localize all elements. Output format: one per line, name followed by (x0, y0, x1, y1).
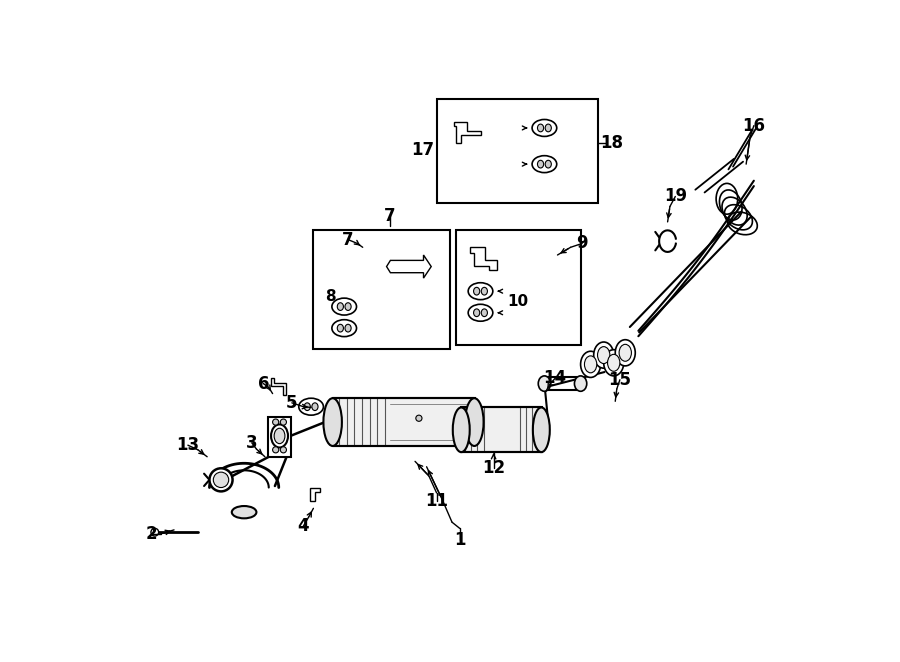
Circle shape (213, 472, 229, 487)
Ellipse shape (465, 399, 483, 446)
Ellipse shape (312, 403, 318, 410)
Text: 11: 11 (425, 493, 448, 510)
Polygon shape (454, 122, 481, 144)
Circle shape (416, 415, 422, 421)
Ellipse shape (594, 342, 614, 368)
Circle shape (210, 468, 232, 491)
Ellipse shape (619, 344, 632, 361)
Ellipse shape (274, 428, 285, 444)
Ellipse shape (345, 324, 351, 332)
Ellipse shape (532, 119, 557, 136)
Text: 2: 2 (145, 525, 157, 543)
Ellipse shape (323, 399, 342, 446)
Text: 19: 19 (663, 187, 687, 205)
Bar (436, 99, 598, 203)
Circle shape (280, 447, 286, 453)
Polygon shape (387, 255, 431, 278)
Text: 3: 3 (246, 434, 257, 452)
Ellipse shape (468, 305, 493, 321)
Ellipse shape (482, 287, 488, 295)
Text: 13: 13 (176, 436, 200, 454)
Ellipse shape (232, 506, 256, 518)
Polygon shape (310, 487, 320, 501)
Ellipse shape (271, 424, 288, 448)
Ellipse shape (584, 356, 597, 373)
Ellipse shape (580, 352, 600, 377)
Text: 9: 9 (576, 234, 588, 252)
Ellipse shape (332, 320, 356, 336)
Ellipse shape (332, 298, 356, 315)
Ellipse shape (299, 399, 323, 415)
Ellipse shape (345, 303, 351, 310)
Ellipse shape (338, 324, 344, 332)
Text: 12: 12 (482, 459, 505, 477)
Ellipse shape (453, 407, 470, 452)
Ellipse shape (545, 124, 552, 132)
Bar (461, 407, 542, 452)
Ellipse shape (532, 156, 557, 173)
Text: 17: 17 (411, 141, 435, 160)
Bar (456, 230, 580, 345)
Text: 6: 6 (257, 375, 269, 393)
Circle shape (273, 447, 279, 453)
Ellipse shape (538, 376, 551, 391)
Ellipse shape (604, 350, 624, 376)
Text: 18: 18 (600, 134, 624, 152)
Text: 8: 8 (325, 289, 336, 304)
Ellipse shape (537, 160, 544, 168)
Text: 14: 14 (544, 369, 567, 387)
Ellipse shape (598, 347, 610, 363)
Text: 7: 7 (383, 207, 395, 224)
Text: 10: 10 (508, 295, 529, 309)
Bar (268, 416, 291, 457)
Ellipse shape (545, 160, 552, 168)
Text: 7: 7 (342, 230, 354, 249)
Polygon shape (271, 378, 286, 395)
Circle shape (151, 528, 158, 536)
Ellipse shape (616, 340, 635, 366)
Ellipse shape (608, 354, 620, 371)
Ellipse shape (338, 303, 344, 310)
Circle shape (280, 419, 286, 425)
Ellipse shape (473, 309, 480, 316)
Ellipse shape (473, 287, 480, 295)
Ellipse shape (468, 283, 493, 300)
Text: 1: 1 (454, 531, 465, 549)
Text: 4: 4 (298, 517, 310, 535)
Ellipse shape (533, 407, 550, 452)
Ellipse shape (482, 309, 488, 316)
Polygon shape (470, 246, 497, 269)
Bar (313, 230, 451, 349)
Text: 16: 16 (742, 117, 765, 134)
Text: 5: 5 (286, 394, 298, 412)
Ellipse shape (537, 124, 544, 132)
Ellipse shape (574, 376, 587, 391)
Ellipse shape (304, 403, 310, 410)
Bar (333, 399, 475, 446)
Circle shape (273, 419, 279, 425)
Text: 15: 15 (608, 371, 632, 389)
